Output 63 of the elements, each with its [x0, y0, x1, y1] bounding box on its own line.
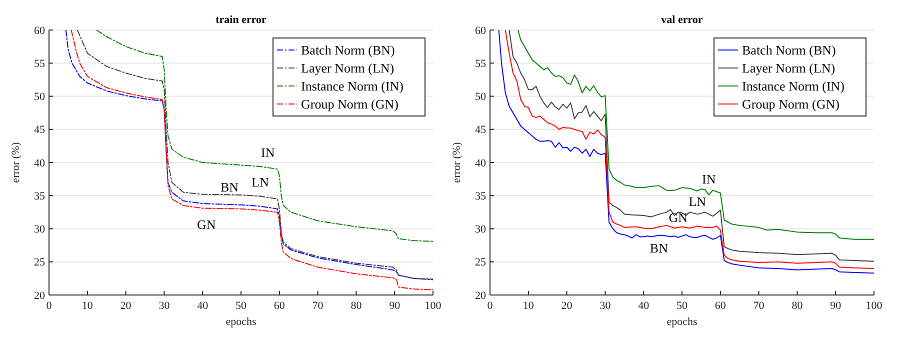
- annotation: LN: [688, 194, 707, 210]
- y-tick-label: 40: [475, 157, 486, 170]
- legend-label: Layer Norm (LN): [301, 60, 394, 76]
- legend-label: Instance Norm (IN): [301, 78, 404, 94]
- y-tick-label: 20: [475, 290, 486, 302]
- y-tick-label: 40: [34, 157, 46, 170]
- x-tick-label: 80: [350, 300, 362, 312]
- annotation: BN: [650, 240, 669, 256]
- x-tick-label: 50: [676, 300, 688, 312]
- y-tick-label: 20: [34, 290, 46, 302]
- legend-label: Group Norm (GN): [742, 96, 840, 112]
- legend-label: Batch Norm (BN): [742, 42, 836, 58]
- legend-label: Batch Norm (BN): [301, 42, 395, 58]
- x-tick-label: 70: [753, 300, 765, 312]
- annotation: LN: [252, 174, 270, 190]
- annotation: IN: [702, 172, 716, 187]
- y-tick-label: 25: [34, 256, 46, 269]
- x-axis-title: epochs: [226, 316, 256, 328]
- y-tick-label: 50: [34, 91, 46, 104]
- y-tick-label: 55: [34, 58, 46, 70]
- x-tick-label: 20: [561, 300, 573, 312]
- y-tick-label: 35: [34, 190, 46, 202]
- annotation: IN: [261, 145, 276, 160]
- x-tick-label: 30: [600, 300, 612, 312]
- chart-title: train error: [216, 14, 267, 26]
- y-tick-label: 50: [475, 91, 486, 104]
- annotation: GN: [197, 216, 216, 232]
- y-tick-label: 25: [475, 256, 486, 269]
- x-tick-label: 40: [197, 300, 209, 312]
- x-tick-label: 80: [792, 300, 804, 312]
- y-axis-title: error (%): [10, 142, 22, 183]
- x-tick-label: 30: [158, 300, 170, 312]
- y-tick-label: 35: [475, 190, 486, 202]
- x-tick-label: 70: [312, 300, 324, 312]
- x-tick-label: 10: [82, 300, 94, 312]
- annotation: GN: [668, 210, 688, 226]
- y-tick-label: 55: [475, 58, 486, 70]
- x-axis-title: epochs: [666, 316, 698, 328]
- y-tick-label: 45: [475, 124, 486, 136]
- x-tick-label: 10: [522, 300, 534, 312]
- x-tick-label: 50: [236, 300, 247, 312]
- x-tick-label: 90: [830, 300, 842, 312]
- y-tick-label: 30: [475, 224, 486, 236]
- y-tick-label: 60: [475, 24, 486, 37]
- chart-title: val error: [661, 14, 703, 26]
- y-tick-label: 45: [34, 124, 46, 136]
- y-axis-title: error (%): [451, 142, 463, 183]
- line-series: [96, 30, 433, 242]
- x-tick-label: 90: [389, 300, 401, 312]
- y-tick-label: 60: [34, 24, 46, 37]
- x-tick-label: 0: [46, 300, 52, 312]
- x-tick-label: 0: [487, 300, 494, 312]
- x-tick-label: 100: [424, 300, 442, 312]
- legend-label: Instance Norm (IN): [742, 78, 845, 94]
- x-tick-label: 60: [714, 300, 726, 312]
- x-tick-label: 20: [120, 300, 132, 312]
- legend-label: Group Norm (GN): [301, 96, 398, 112]
- y-tick-label: 30: [34, 224, 46, 236]
- x-tick-label: 40: [638, 300, 650, 312]
- x-tick-label: 60: [274, 300, 286, 312]
- annotation: BN: [220, 180, 240, 195]
- legend-label: Layer Norm (LN): [742, 60, 836, 76]
- x-tick-label: 100: [866, 300, 883, 312]
